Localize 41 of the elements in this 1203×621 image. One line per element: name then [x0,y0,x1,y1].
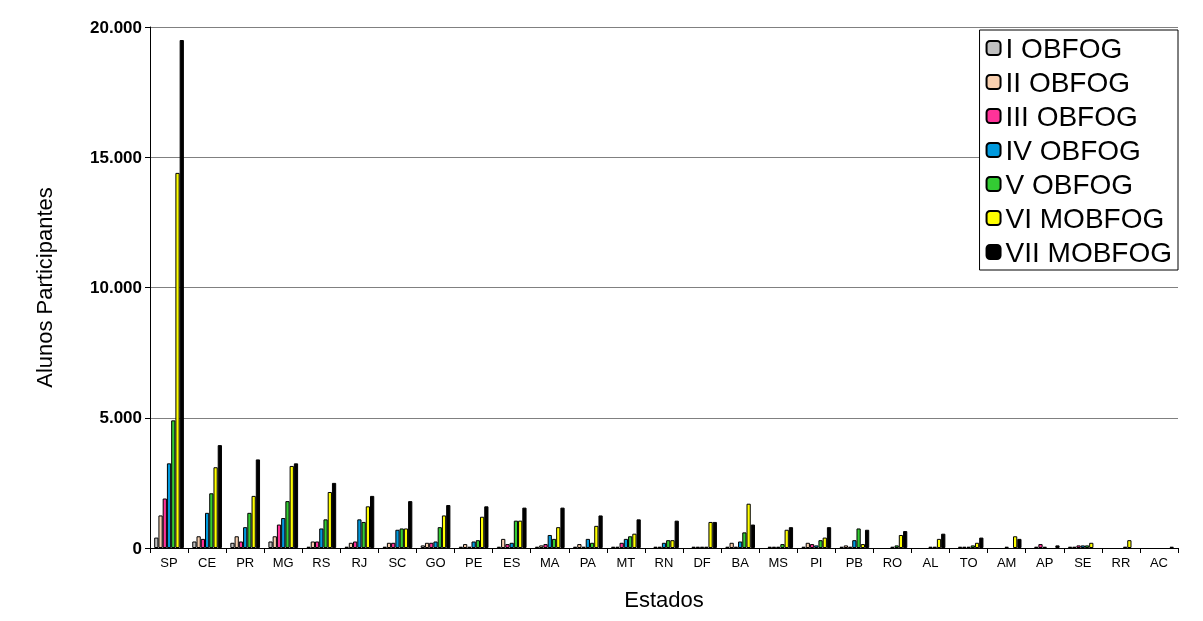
x-tick-label: RJ [351,555,368,570]
y-tick-label: 5.000 [99,408,142,428]
x-tick-label: CE [198,555,217,570]
x-tick-label: RS [312,555,331,570]
y-tick-label: 15.000 [90,147,142,167]
x-tick-label: PA [579,555,597,570]
x-tick-label: RO [882,555,903,570]
x-tick-label: MG [272,555,294,570]
legend-label: VII MOBFOG [1005,236,1173,268]
y-tick-label: 20.000 [90,17,142,37]
legend-label: III OBFOG [1005,100,1138,132]
x-tick-label: PE [464,555,483,570]
x-axis-title: Estados [624,586,704,612]
y-tick-label: 10.000 [90,278,142,297]
legend-label: I OBFOG [1005,32,1123,64]
x-tick-label: SP [160,555,178,570]
x-tick-label: PR [236,555,255,570]
x-tick-label: PB [845,555,864,570]
x-tick-label: DF [693,555,711,570]
x-tick-label: BA [731,555,750,570]
x-tick-label: MT [616,555,636,570]
x-tick-label: AP [1036,555,1054,570]
x-tick-label: MA [540,555,560,570]
x-tick-label: TO [959,555,978,570]
x-tick-label: GO [425,555,446,570]
x-tick-label: SC [388,555,407,570]
x-tick-label: SE [1074,555,1092,570]
x-tick-label: PI [810,555,823,570]
legend-label: II OBFOG [1005,66,1131,98]
legend-label: VI MOBFOG [1005,202,1165,234]
y-axis-title: Alunos Participantes [31,187,57,388]
x-tick-label: ES [503,555,521,570]
x-tick-label: RN [654,555,674,570]
x-tick-label: RR [1111,555,1131,570]
x-tick-label: AM [996,555,1017,570]
x-tick-label: AL [922,555,939,570]
x-tick-label: MS [768,555,789,570]
legend-label: IV OBFOG [1005,134,1141,166]
legend-label: V OBFOG [1005,168,1134,200]
x-tick-label: AC [1149,555,1168,570]
y-tick-label: 0 [132,538,142,558]
